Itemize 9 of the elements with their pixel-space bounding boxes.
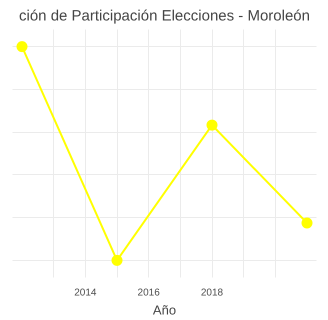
- point: [112, 254, 122, 266]
- x-tick-label: 2018: [200, 288, 224, 298]
- x-tick-label: 2016: [138, 288, 160, 298]
- chart-title: ción de Participación Elecciones - Moroleón: [19, 8, 310, 24]
- point: [206, 120, 218, 131]
- x-tick-label: 2014: [74, 288, 97, 298]
- point: [302, 217, 312, 228]
- x-axis-title: Año: [152, 302, 176, 318]
- point: [16, 41, 28, 52]
